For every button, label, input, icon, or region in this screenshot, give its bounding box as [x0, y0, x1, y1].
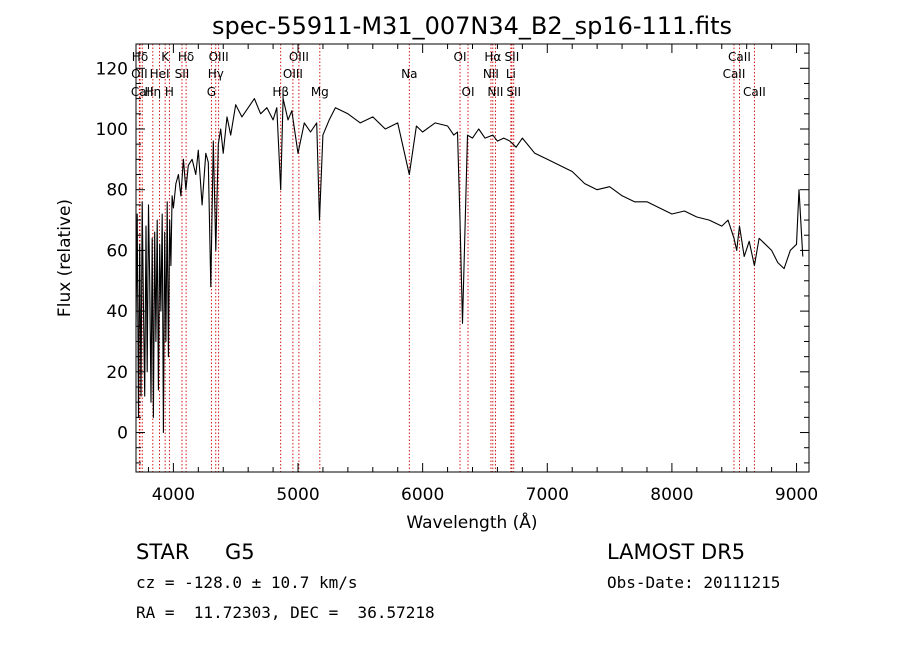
spectral-line-label: OII	[131, 67, 148, 81]
spectral-line-label: Hδ	[178, 50, 194, 64]
spectral-line-label: SII	[506, 85, 521, 99]
spectral-line-markers	[138, 44, 755, 472]
x-tick-label: 4000	[152, 485, 195, 505]
coordinates: RA = 11.72303, DEC = 36.57218	[136, 603, 435, 622]
x-tick-label: 7000	[526, 485, 569, 505]
chart-title: spec-55911-M31_007N34_B2_sp16-111.fits	[212, 12, 732, 40]
spectral-line-label: CaII	[743, 85, 766, 99]
redshift-value: cz = -128.0 ± 10.7 km/s	[136, 573, 358, 592]
y-tick-label: 80	[106, 181, 128, 201]
y-tick-label: 20	[106, 363, 128, 383]
y-axis-label: Flux (relative)	[55, 199, 75, 317]
y-axis: 0 20 40 60 80 100 120	[96, 52, 809, 464]
spectral-line-label: OIII	[209, 50, 229, 64]
spectral-line-label: CaII	[723, 67, 746, 81]
y-tick-label: 0	[117, 424, 128, 444]
spectral-line-label: H	[165, 85, 174, 99]
y-tick-label: 100	[96, 120, 128, 140]
spectral-line-label: SII	[175, 67, 190, 81]
spectral-line-label: CaII	[728, 50, 751, 64]
spectral-line-label: CaII	[131, 85, 154, 99]
x-tick-label: 8000	[650, 485, 693, 505]
spectral-line-label: OI	[462, 85, 475, 99]
spectral-line-label: Hα	[484, 50, 501, 64]
object-class: STAR	[136, 540, 190, 564]
y-tick-label: 120	[96, 59, 128, 79]
spectral-line-label: G	[207, 85, 216, 99]
spectral-line-label: NII	[487, 85, 503, 99]
spectral-line-label: Li	[506, 67, 516, 81]
spectral-line-label: HeI	[150, 67, 170, 81]
spectral-line-label: Na	[401, 67, 417, 81]
spectral-line-label: Hγ	[208, 67, 224, 81]
object-subclass: G5	[225, 540, 255, 564]
spectrum-line	[135, 98, 804, 434]
observation-date: Obs-Date: 20111215	[607, 573, 781, 592]
x-axis: 4000 5000 6000 7000 8000 9000	[147, 44, 818, 505]
y-tick-label: 60	[106, 241, 128, 261]
spectral-line-label: NII	[483, 67, 499, 81]
spectral-line-label: OIII	[289, 50, 309, 64]
spectral-line-label: SII	[505, 50, 520, 64]
x-tick-label: 9000	[775, 485, 818, 505]
spectral-line-label: Mg	[311, 85, 329, 99]
survey-name: LAMOST DR5	[607, 540, 746, 564]
spectral-line-label: OI	[454, 50, 467, 64]
spectral-line-label: Hδ	[132, 50, 148, 64]
spectral-line-label: Hη	[145, 85, 162, 99]
spectral-line-label: K	[161, 50, 170, 64]
y-tick-label: 40	[106, 302, 128, 322]
x-tick-label: 6000	[401, 485, 444, 505]
x-axis-label: Wavelength (Å)	[406, 511, 537, 533]
spectral-line-label: OIII	[283, 67, 303, 81]
spectral-line-label: Hβ	[272, 85, 289, 99]
x-tick-label: 5000	[276, 485, 319, 505]
